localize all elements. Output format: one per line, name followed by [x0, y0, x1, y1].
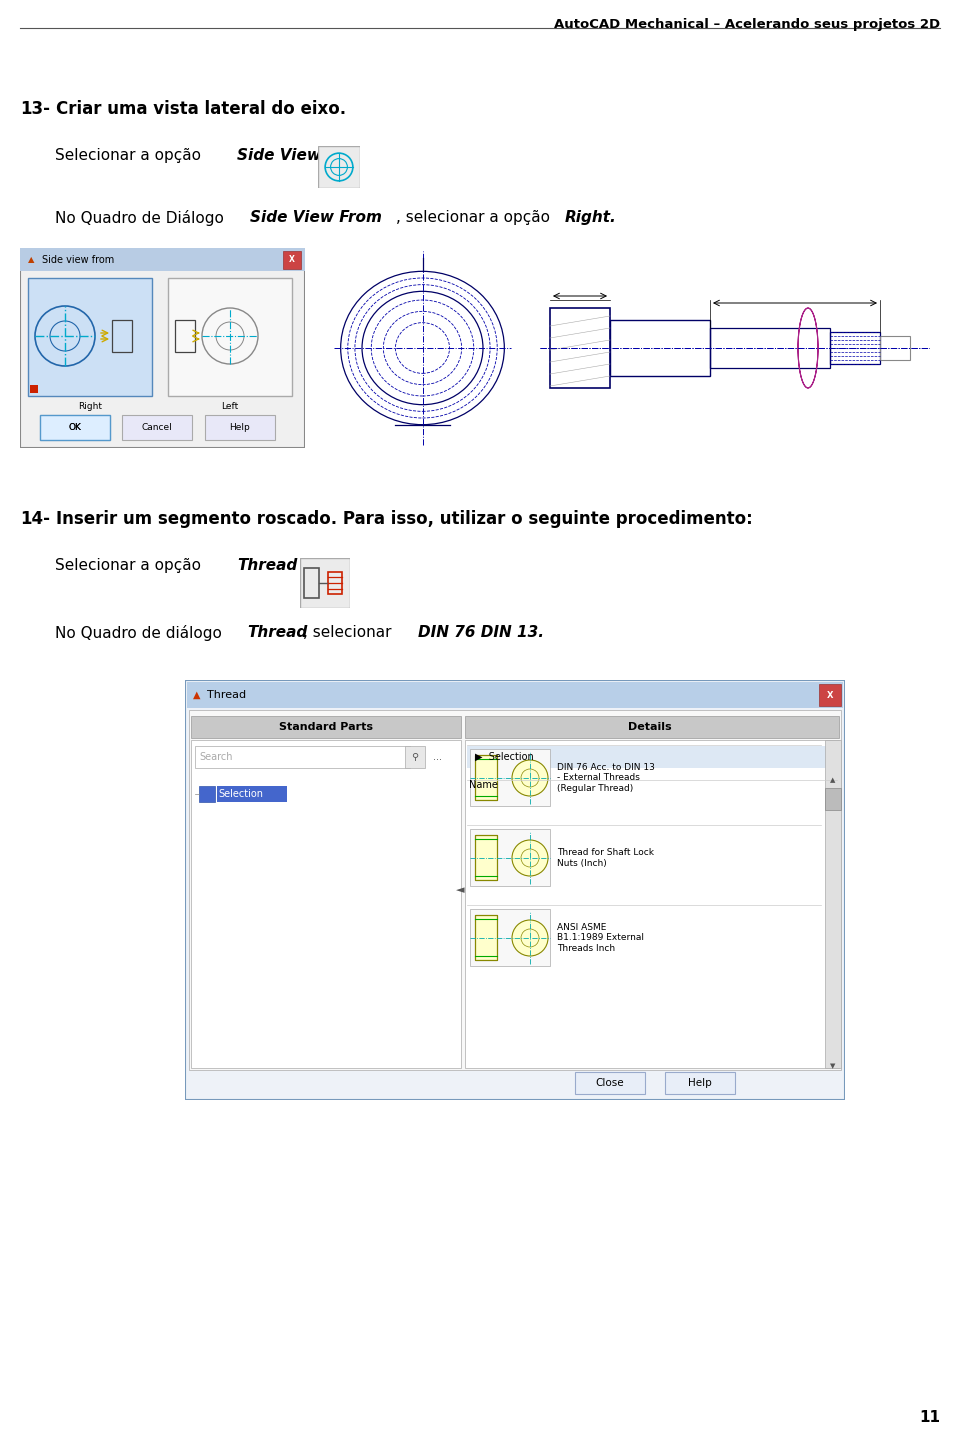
Bar: [20, 248, 305, 271]
Bar: [405, 746, 425, 769]
Bar: [475, 916, 497, 960]
Text: X: X: [827, 691, 833, 699]
Bar: [825, 740, 841, 1069]
Bar: [112, 320, 132, 352]
Text: , selecionar a opção: , selecionar a opção: [396, 211, 555, 225]
Text: Close: Close: [596, 1079, 624, 1089]
Text: Selection: Selection: [218, 789, 263, 799]
Bar: [467, 746, 837, 769]
Text: X: X: [289, 255, 295, 264]
Text: DIN 76 DIN 13.: DIN 76 DIN 13.: [418, 624, 544, 640]
Text: Thread: Thread: [237, 558, 298, 572]
Text: No Quadro de Diálogo: No Quadro de Diálogo: [55, 211, 228, 226]
Text: Thread: Thread: [207, 691, 246, 699]
Text: DIN 76 Acc. to DIN 13
- External Threads
(Regular Thread): DIN 76 Acc. to DIN 13 - External Threads…: [557, 763, 655, 793]
Text: Right: Right: [78, 402, 102, 411]
Bar: [819, 684, 841, 707]
Bar: [217, 786, 287, 802]
Bar: [880, 336, 910, 360]
Bar: [470, 829, 550, 885]
Bar: [610, 320, 710, 376]
Text: ◄: ◄: [456, 885, 465, 895]
Text: OK: OK: [68, 424, 82, 433]
Text: Inserir um segmento roscado. Para isso, utilizar o seguinte procedimento:: Inserir um segmento roscado. Para isso, …: [56, 510, 753, 528]
Bar: [475, 756, 497, 800]
Text: No Quadro de diálogo: No Quadro de diálogo: [55, 624, 227, 642]
Text: Selecionar a opção: Selecionar a opção: [55, 558, 205, 572]
Bar: [304, 568, 319, 598]
Bar: [475, 916, 497, 960]
Bar: [550, 309, 610, 388]
Text: Side View: Side View: [237, 149, 321, 163]
Bar: [825, 787, 841, 810]
Bar: [191, 740, 461, 1069]
Text: Standard Parts: Standard Parts: [279, 722, 373, 733]
Bar: [830, 332, 880, 363]
Text: Left: Left: [222, 402, 239, 411]
Circle shape: [512, 760, 548, 796]
Text: ▲: ▲: [830, 777, 836, 783]
Bar: [665, 1071, 735, 1094]
Bar: [28, 278, 152, 397]
Bar: [475, 835, 497, 880]
Bar: [327, 572, 342, 594]
Text: OK: OK: [68, 424, 82, 433]
Text: Criar uma vista lateral do eixo.: Criar uma vista lateral do eixo.: [56, 99, 347, 118]
Bar: [465, 740, 839, 1069]
Bar: [465, 717, 839, 738]
Text: AutoCAD Mechanical – Acelerando seus projetos 2D: AutoCAD Mechanical – Acelerando seus pro…: [554, 17, 940, 30]
Bar: [575, 1071, 645, 1094]
Text: ANSI ASME
B1.1:1989 External
Threads Inch: ANSI ASME B1.1:1989 External Threads Inc…: [557, 923, 644, 953]
Bar: [168, 278, 292, 397]
Bar: [470, 748, 550, 806]
Bar: [189, 709, 841, 1070]
Text: Search: Search: [199, 751, 232, 761]
Bar: [475, 756, 497, 800]
Bar: [40, 415, 110, 440]
Text: ▼: ▼: [830, 1063, 836, 1069]
Bar: [191, 717, 461, 738]
Text: ▲: ▲: [28, 255, 35, 264]
Text: Side view from: Side view from: [42, 255, 114, 265]
Circle shape: [512, 920, 548, 956]
Bar: [122, 415, 192, 440]
Text: Right.: Right.: [565, 211, 616, 225]
Text: Name: Name: [469, 780, 498, 790]
Text: 13-: 13-: [20, 99, 50, 118]
Text: ▶  Selection: ▶ Selection: [475, 751, 534, 761]
Text: Thread: Thread: [247, 624, 307, 640]
Text: 11: 11: [919, 1410, 940, 1425]
Text: Help: Help: [229, 424, 251, 433]
Bar: [475, 835, 497, 880]
Text: Thread for Shaft Lock
Nuts (Inch): Thread for Shaft Lock Nuts (Inch): [557, 848, 654, 868]
Bar: [710, 327, 830, 368]
Bar: [195, 746, 410, 769]
Bar: [40, 415, 110, 440]
Bar: [470, 908, 550, 966]
Text: ⚲: ⚲: [412, 751, 419, 761]
Text: 14-: 14-: [20, 510, 50, 528]
Bar: [175, 320, 195, 352]
Bar: [199, 786, 215, 802]
Text: ▲: ▲: [193, 691, 201, 699]
Bar: [205, 415, 275, 440]
Circle shape: [512, 841, 548, 875]
Bar: [30, 385, 38, 394]
Text: Selecionar a opção: Selecionar a opção: [55, 149, 205, 163]
Bar: [187, 682, 843, 708]
Text: Help: Help: [688, 1079, 712, 1089]
Text: ...: ...: [433, 751, 442, 761]
Text: Cancel: Cancel: [142, 424, 173, 433]
Text: Side View From: Side View From: [250, 211, 382, 225]
Bar: [283, 251, 301, 270]
Text: Details: Details: [628, 722, 672, 733]
Text: , selecionar: , selecionar: [303, 624, 396, 640]
